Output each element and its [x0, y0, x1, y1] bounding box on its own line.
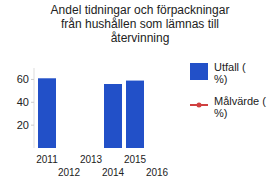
y-tick-label: 60: [17, 73, 29, 85]
x-tick-label: 2014: [102, 167, 125, 178]
legend-label-line: Utfall (: [214, 61, 246, 73]
title: Andel tidningar och förpackningarfrån hu…: [51, 3, 230, 45]
bar: [104, 84, 122, 148]
x-tick-label: 2012: [58, 167, 81, 178]
plot: [38, 78, 144, 148]
y-tick-label: 20: [17, 119, 29, 131]
title-line: Andel tidningar och förpackningar: [51, 3, 230, 17]
y-tick: [31, 79, 34, 80]
legend-label-line: %): [214, 107, 227, 119]
legend-swatch: [190, 63, 208, 80]
bar: [126, 81, 144, 148]
y-tick-label: 40: [17, 96, 29, 108]
title-line: från hushållen som lämnas till: [61, 17, 219, 31]
legend-label: Målvärde (%): [214, 95, 266, 119]
y-tick: [31, 125, 34, 126]
x-tick-label: 2013: [80, 154, 103, 165]
x-tick-label: 2011: [36, 154, 58, 165]
legend-label: Utfall (%): [214, 61, 246, 85]
x-tick-label: 2015: [124, 154, 147, 165]
legend-label-line: Målvärde (: [214, 95, 266, 107]
y-tick: [31, 102, 34, 103]
y-axis-line: [34, 68, 35, 148]
legend-marker: [197, 103, 202, 108]
legend-label-line: %): [214, 73, 227, 85]
x-tick-label: 2016: [146, 167, 169, 178]
bar: [38, 78, 56, 148]
title-line: återvinning: [111, 31, 170, 45]
chart: Andel tidningar och förpackningarfrån hu…: [0, 0, 280, 190]
